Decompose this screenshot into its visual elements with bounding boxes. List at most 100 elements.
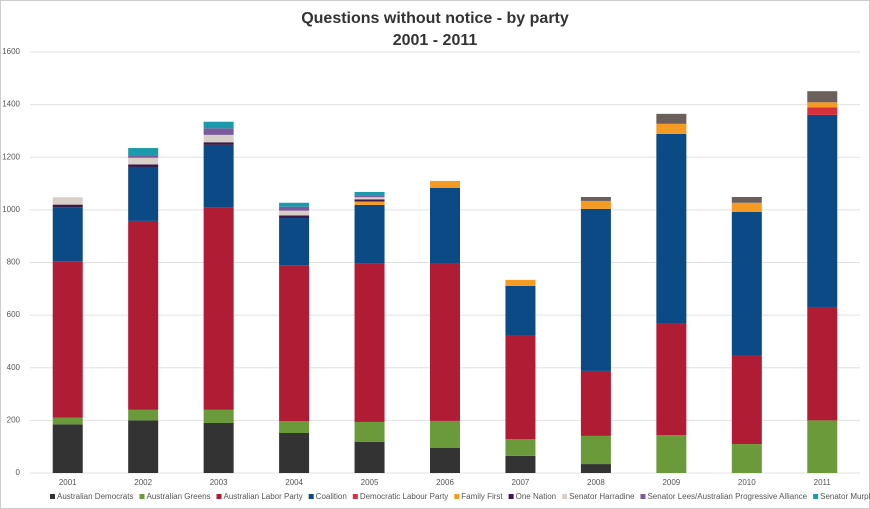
bar-segment	[52, 197, 83, 205]
bar-segment	[279, 421, 310, 434]
bar-segment	[505, 455, 536, 473]
legend-label: One Nation	[516, 492, 556, 501]
legend-label: Australian Labor Party	[224, 492, 303, 501]
bar-segment	[52, 424, 83, 473]
legend-label: Senator Harradine	[569, 492, 635, 501]
bar-segment	[430, 420, 460, 449]
bar-segment	[128, 155, 159, 158]
legend-swatch	[216, 494, 222, 499]
bar-segment	[580, 200, 611, 209]
bar-segment	[807, 114, 838, 307]
bar-segment	[354, 195, 385, 198]
bar-segment	[354, 191, 385, 196]
bar-segment	[52, 417, 83, 425]
bar-segment	[656, 133, 687, 324]
bar-segment	[203, 121, 234, 129]
bar-segment	[807, 107, 838, 115]
bar-segment	[203, 409, 234, 424]
bar-segment	[354, 197, 385, 200]
x-tick-label: 2006	[436, 478, 454, 487]
legend-swatch	[352, 494, 358, 499]
bar-segment	[354, 441, 385, 473]
y-tick-label: 1000	[2, 205, 20, 214]
bar-segment	[807, 91, 838, 103]
y-tick-label: 0	[16, 468, 21, 477]
bar-segment	[580, 196, 611, 201]
bar-segment	[505, 335, 536, 440]
bar-segment	[128, 157, 159, 165]
bar-segment	[128, 420, 159, 473]
bar-segment	[203, 142, 234, 145]
y-tick-label: 1400	[2, 100, 20, 109]
bar-segment	[807, 102, 838, 108]
bar-segment	[279, 210, 310, 216]
bar-segment	[731, 211, 762, 356]
bar-segment	[279, 215, 310, 219]
legend-label: Family First	[461, 492, 503, 501]
legend-label: Democratic Labour Party	[360, 492, 448, 501]
legend-label: Australian Greens	[146, 492, 210, 501]
bar-segment	[731, 196, 762, 203]
bar-segment	[731, 202, 762, 212]
bar-segment	[52, 261, 83, 418]
bar-segment	[52, 204, 83, 208]
bar-segment	[807, 420, 838, 473]
bar-segment	[203, 128, 234, 135]
legend-label: Coalition	[316, 492, 347, 501]
chart-subtitle: 2001 - 2011	[393, 32, 478, 49]
bar-segment	[580, 208, 611, 371]
chart-title: Questions without notice - by party	[301, 10, 569, 27]
legend-swatch	[50, 494, 55, 499]
x-tick-label: 2008	[587, 478, 605, 487]
x-tick-label: 2010	[738, 478, 756, 487]
bar-segment	[430, 187, 460, 264]
x-tick-label: 2005	[361, 478, 379, 487]
bar-segment	[128, 166, 159, 221]
y-tick-label: 200	[7, 415, 21, 424]
bar-segment	[505, 439, 536, 456]
bar-segment	[354, 421, 385, 442]
bar-segment	[656, 435, 687, 473]
bar-segment	[52, 207, 83, 262]
bar-segment	[203, 207, 234, 410]
y-tick-label: 800	[7, 258, 21, 267]
bar-segment	[430, 263, 460, 421]
x-tick-label: 2009	[662, 478, 680, 487]
bar-segment	[279, 265, 310, 422]
legend-swatch	[139, 494, 145, 499]
bar-segment	[354, 204, 385, 264]
bar-segment	[128, 409, 159, 421]
x-tick-label: 2004	[285, 478, 303, 487]
bar-segment	[731, 444, 762, 473]
x-tick-label: 2001	[59, 478, 77, 487]
bar-segment	[430, 180, 460, 188]
bar-segment	[128, 164, 159, 167]
bar-segment	[279, 206, 310, 211]
legend-label: Senator Murphy	[820, 492, 870, 501]
bar-segment	[279, 218, 310, 266]
legend-swatch	[640, 494, 646, 499]
legend-swatch	[562, 494, 568, 499]
bar-segment	[656, 323, 687, 436]
bar-segment	[354, 201, 385, 205]
bar-segment	[203, 134, 234, 143]
bar-segment	[580, 464, 611, 473]
legend-swatch	[508, 494, 514, 499]
bar-segment	[128, 148, 159, 156]
legend-label: Australian Democrats	[57, 492, 133, 501]
legend-label: Senator Lees/Australian Progressive Alli…	[647, 492, 807, 501]
bar-segment	[203, 144, 234, 208]
x-tick-label: 2007	[512, 478, 530, 487]
bar-segment	[354, 263, 385, 422]
bar-segment	[354, 199, 385, 202]
x-tick-label: 2011	[814, 478, 832, 487]
bar-segment	[505, 285, 536, 336]
bar-segment	[807, 306, 838, 421]
legend-swatch	[813, 494, 819, 499]
x-tick-label: 2003	[210, 478, 228, 487]
bar-segment	[128, 220, 159, 410]
y-tick-label: 600	[7, 310, 21, 319]
y-tick-label: 400	[7, 363, 21, 372]
bar-segment	[203, 423, 234, 473]
